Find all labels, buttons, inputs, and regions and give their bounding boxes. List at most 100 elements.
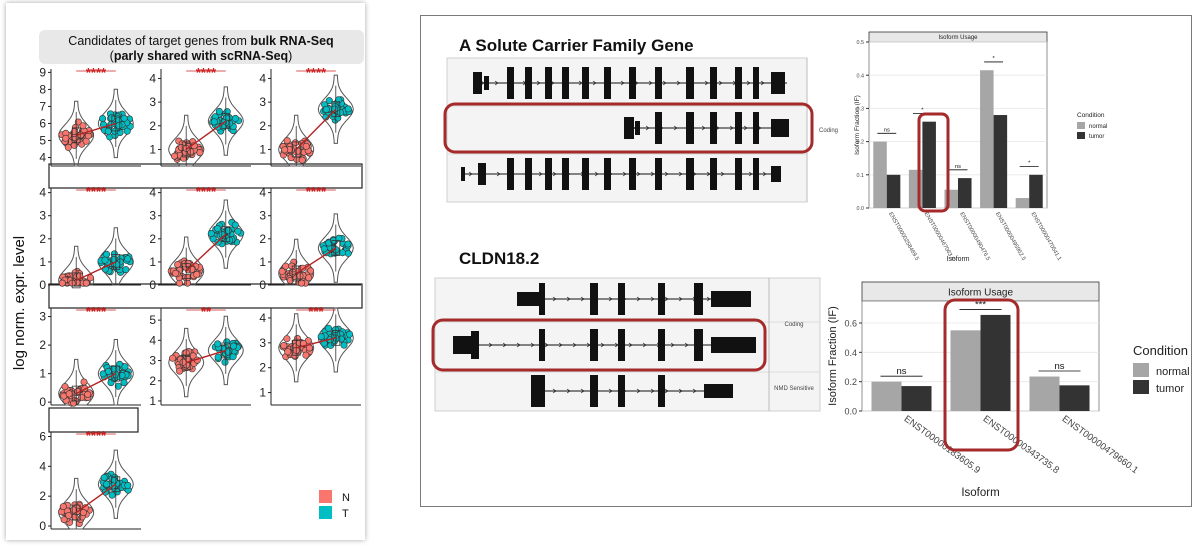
violin-point	[322, 105, 330, 113]
exon-block	[562, 67, 569, 99]
exon-block	[711, 291, 751, 307]
violin-point	[179, 358, 187, 366]
violin-facet-2-3: 0 1 2 3 4 ****	[259, 184, 361, 292]
violin-point	[100, 474, 108, 482]
violin-point	[346, 330, 354, 338]
facet-tick-label: 3	[149, 95, 156, 109]
violin-facet-3-1: 0 1 2 3 ****	[39, 304, 141, 409]
violin-point	[337, 335, 345, 343]
strand-arrow	[678, 171, 683, 177]
violin-point	[320, 245, 328, 253]
significance-label: ns	[955, 164, 961, 170]
violin-outline	[317, 307, 354, 373]
violin-point	[223, 338, 231, 346]
exon-block	[507, 67, 514, 99]
strand-arrow	[594, 171, 599, 177]
exon-block	[582, 67, 589, 99]
strand-arrow	[664, 296, 669, 302]
facet-tick-label: 3	[39, 209, 46, 223]
exon-block	[531, 375, 545, 407]
facet-tick-label: 4	[259, 311, 266, 325]
violin-point	[325, 97, 333, 105]
y-axis-label: Isoform Fraction (IF)	[827, 306, 839, 406]
violin-subtitle: (parly shared with scRNA-Seq)	[110, 49, 293, 63]
x-tick-label: ENST00000490476.5	[958, 211, 991, 261]
strand-arrow	[552, 296, 557, 302]
transcript-3	[461, 158, 781, 190]
strand-arrow	[608, 296, 613, 302]
violin-point	[99, 115, 107, 123]
strand-arrow	[494, 80, 499, 86]
exon-block	[618, 375, 625, 407]
strand-arrow	[538, 171, 543, 177]
violin-point	[61, 383, 69, 391]
slc-legend-swatch-normal	[1077, 122, 1085, 129]
x-tick-label: ENST00000495952.5	[994, 211, 1027, 261]
facet-tick-label: 5	[149, 313, 156, 327]
x-axis-label: Isoform	[961, 487, 999, 499]
median-trend-line	[295, 247, 337, 275]
violin-point	[171, 152, 179, 160]
median-trend-line	[75, 483, 117, 514]
exon-block	[753, 112, 759, 144]
facet-tick-label: 3	[259, 95, 266, 109]
violin-point	[103, 480, 111, 488]
strand-arrow	[718, 80, 723, 86]
bar-normal	[873, 141, 887, 208]
cldn-legend-label-normal: normal	[1156, 366, 1190, 378]
gene2-highlight-box	[431, 318, 767, 372]
x-tick-label: ENST00000183605.9	[902, 414, 982, 477]
violin-point	[79, 122, 87, 130]
violin-point	[84, 390, 92, 398]
violin-outline	[97, 339, 134, 406]
significance-label: ****	[196, 65, 217, 80]
exon-block	[590, 329, 598, 361]
strand-arrow	[566, 296, 571, 302]
gene1-highlight-box	[443, 102, 814, 154]
significance-label: ns	[896, 366, 906, 377]
exon-block	[604, 67, 611, 99]
slc-legend-label-normal: normal	[1089, 124, 1107, 130]
strand-arrow	[516, 342, 521, 348]
strand-arrow	[678, 296, 683, 302]
exon-block	[753, 67, 759, 99]
strand-arrow	[544, 342, 549, 348]
median-trend-line	[185, 233, 227, 272]
bar-tumor	[901, 386, 932, 411]
significance-label: *	[921, 107, 924, 113]
significance-label: ****	[86, 184, 107, 199]
violin-point	[123, 127, 131, 135]
violin-point	[115, 121, 123, 129]
violin-point	[121, 363, 129, 371]
exon-block	[694, 329, 703, 361]
exon-block	[507, 158, 514, 190]
violin-point	[324, 324, 332, 332]
strand-arrow	[743, 125, 748, 131]
violin-point	[231, 221, 239, 229]
legend-swatch-T	[319, 506, 332, 519]
facet-tick-label: 4	[259, 186, 266, 200]
exon-block	[629, 158, 636, 190]
strand-arrow	[636, 296, 641, 302]
bar-normal	[1015, 198, 1030, 208]
chart-title: Isoform Usage	[948, 288, 1013, 299]
violin-facet-1-2: 1 2 3 4 ****	[149, 65, 251, 167]
violin-point	[234, 227, 242, 235]
violin-ylabel: log norm. expr. level	[11, 236, 28, 370]
bar-tumor	[993, 115, 1008, 208]
strand-arrow	[636, 388, 641, 394]
violin-point	[114, 382, 122, 390]
transcript-6	[531, 375, 733, 407]
facet-tick-label: 1	[259, 142, 266, 156]
violin-point	[214, 340, 222, 348]
facet-tick-label: 1	[39, 367, 46, 381]
strand-arrow	[762, 171, 767, 177]
x-axis-label: Isoform	[947, 256, 970, 263]
facet-tick-label: 1	[149, 394, 156, 408]
facet-tick-label: 2	[39, 489, 46, 503]
strand-arrow	[620, 80, 625, 86]
violin-point	[176, 367, 184, 375]
bar-tumor	[958, 178, 972, 208]
transcript-4	[517, 283, 751, 315]
